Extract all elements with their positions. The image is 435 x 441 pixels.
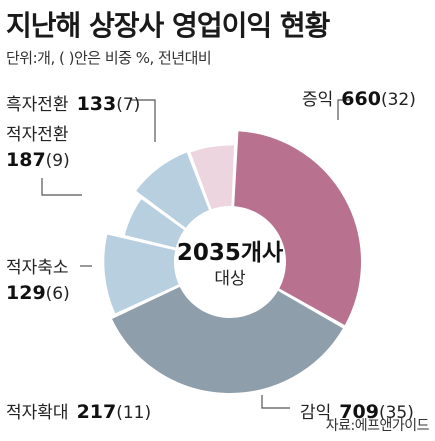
slice-label-흑자전환: 흑자전환 133(7)	[6, 93, 140, 115]
leader-line-증익	[337, 99, 350, 120]
leader-line-흑자전환	[130, 99, 156, 142]
slice-적자확대	[102, 232, 182, 316]
slice-적자전환	[133, 149, 212, 231]
slice-증익	[232, 129, 363, 328]
leader-line-감익	[261, 395, 290, 409]
slice-label-적자전환: 적자전환 187(9)	[6, 125, 70, 171]
slice-흑자전환	[188, 143, 237, 212]
slice-label-적자축소: 적자축소 129(6)	[6, 258, 70, 304]
leader-line-적자전환	[41, 178, 82, 196]
slice-label-증익: 증익 660(32)	[302, 88, 416, 110]
center-sub-label: 대상	[214, 269, 246, 289]
slice-적자축소	[122, 196, 187, 251]
chart-title: 지난해 상장사 영업이익 현황	[6, 9, 330, 42]
slice-label-적자확대: 적자확대 217(11)	[6, 401, 151, 423]
slice-label-감익: 감익 709(35)	[300, 401, 414, 423]
slice-감익	[109, 284, 346, 395]
center-total-label: 2035개사	[177, 240, 283, 266]
source-note: 자료:에프앤가이드	[325, 418, 430, 434]
chart-subtitle: 단위:개, ( )안은 비중 %, 전년대비	[6, 49, 212, 67]
